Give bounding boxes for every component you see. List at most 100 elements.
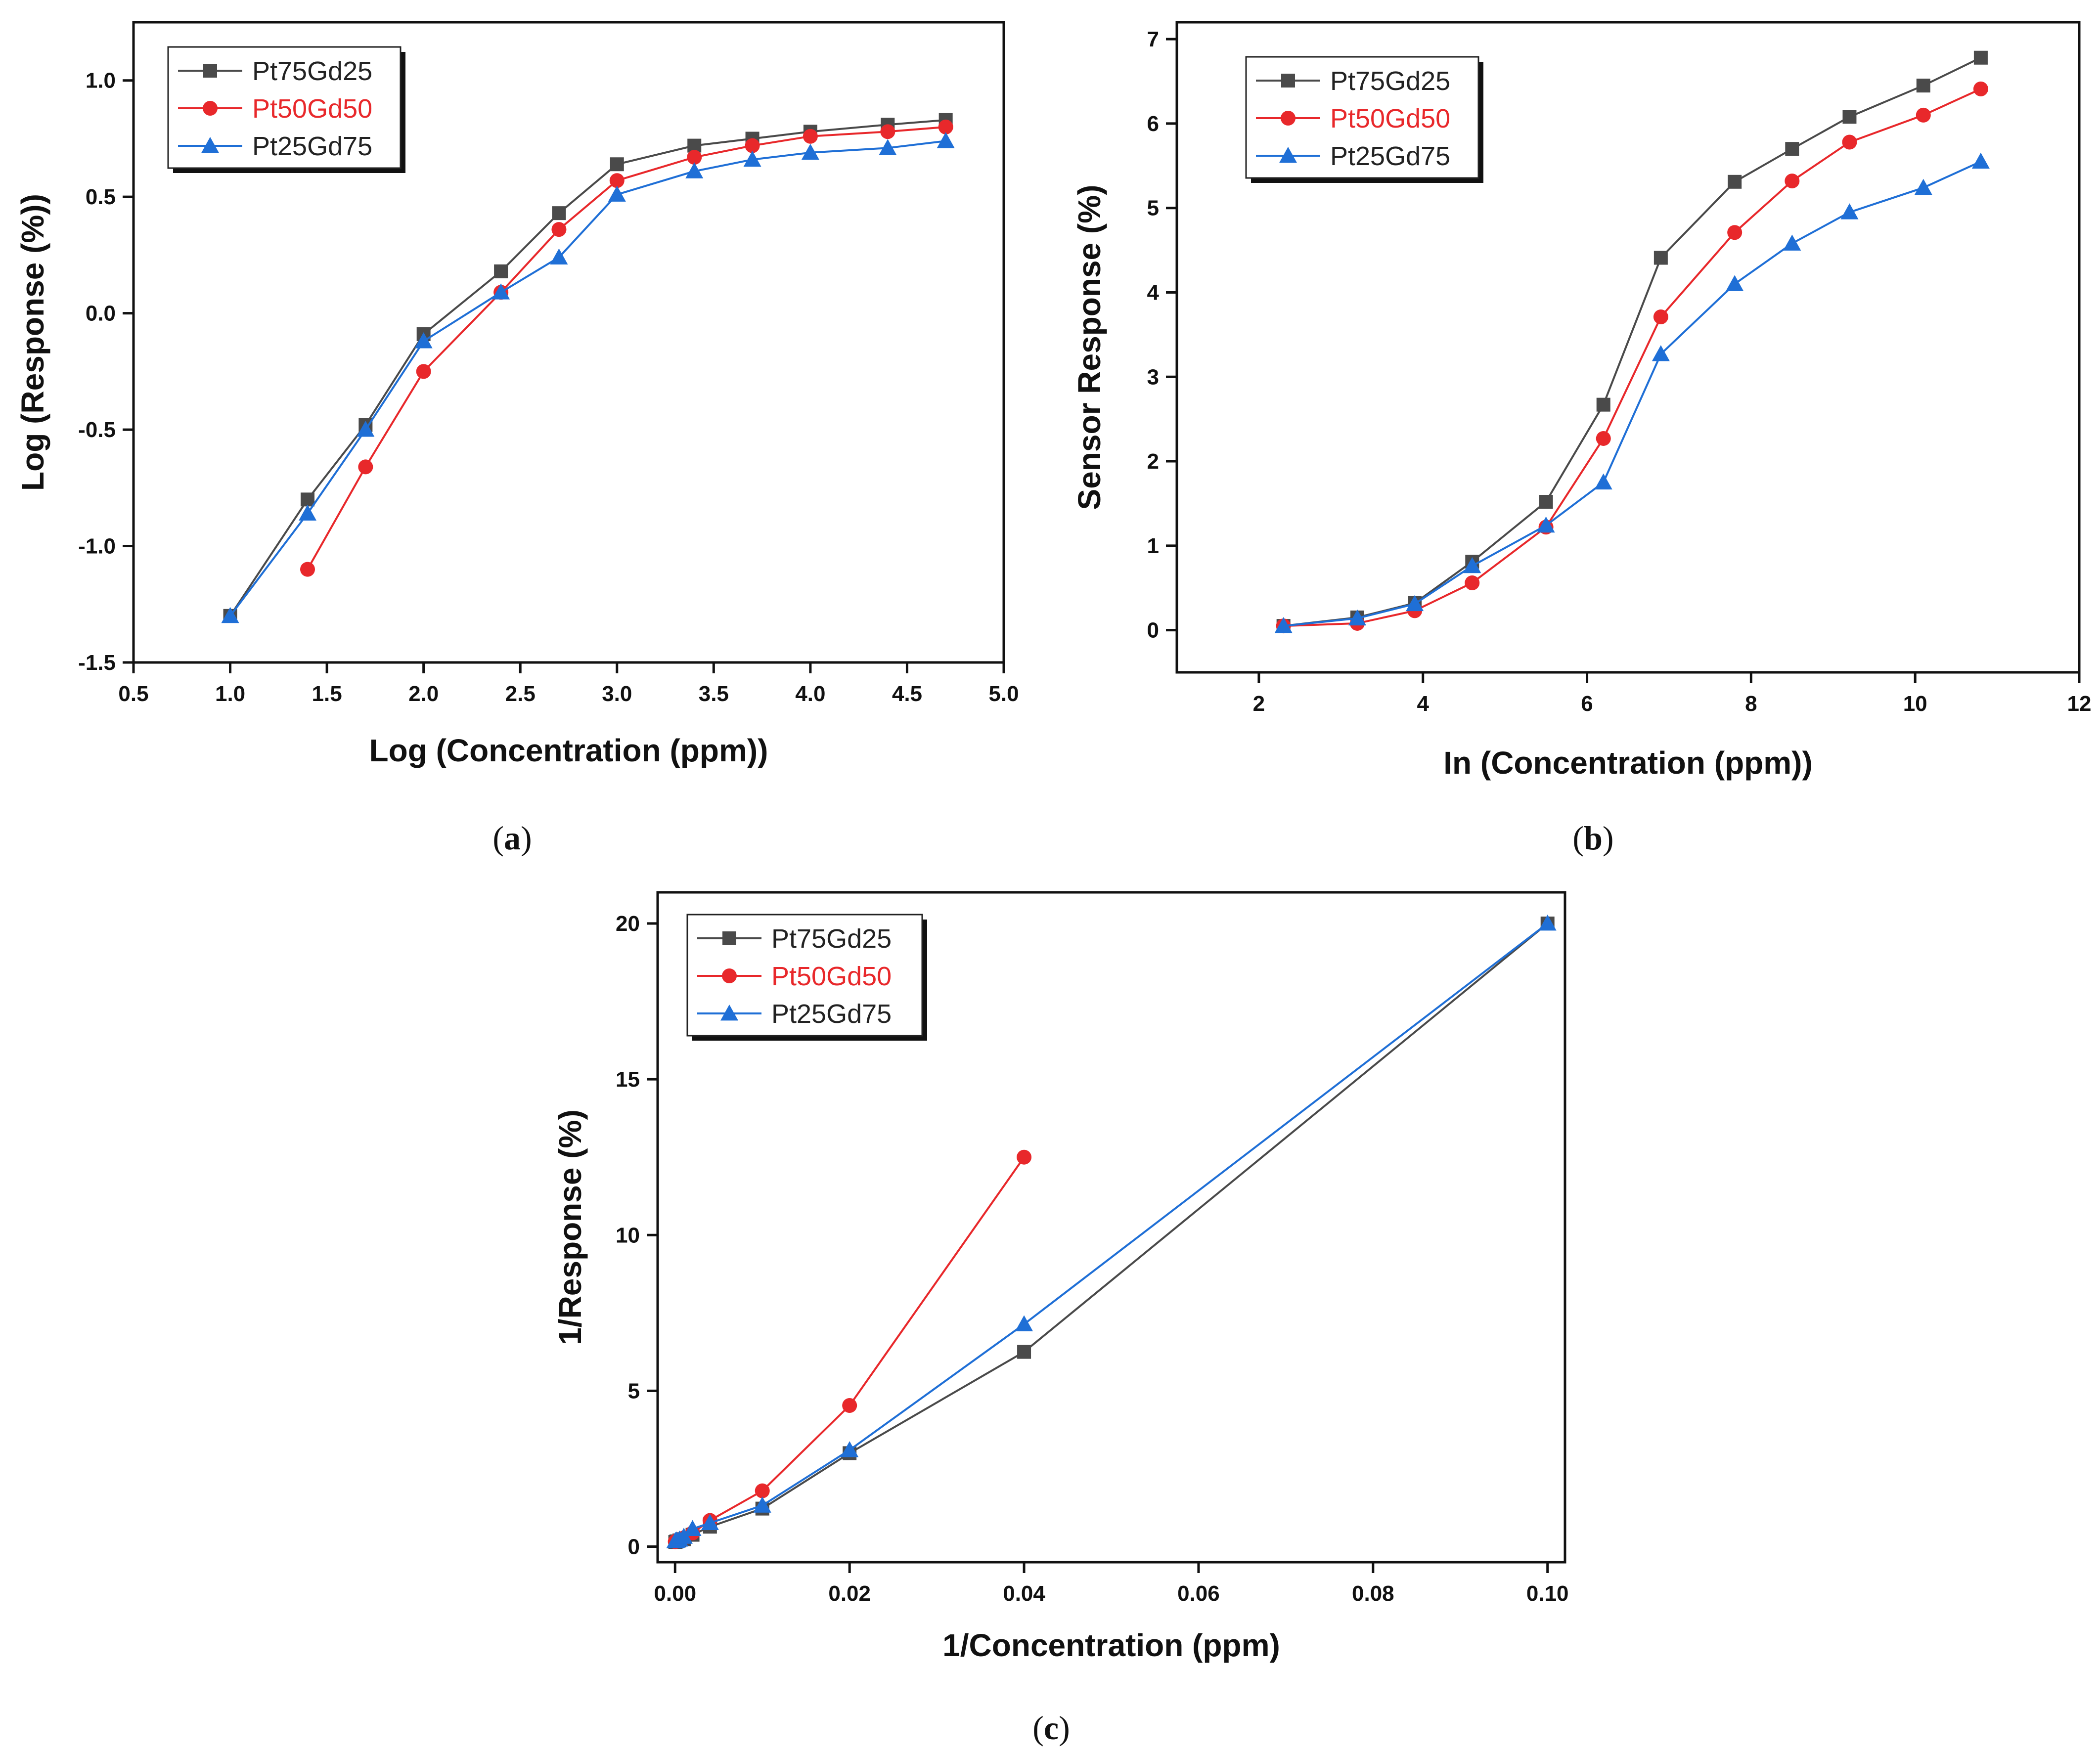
- y-tick-label: 0: [628, 1535, 640, 1559]
- y-tick-label: 5: [628, 1379, 640, 1403]
- plot-frame: [132, 21, 1005, 664]
- data-point: [551, 222, 567, 237]
- x-tick-label: 4: [1417, 692, 1429, 716]
- legend-marker: [201, 137, 219, 153]
- legend-item-Pt75Gd25: Pt75Gd25: [178, 56, 372, 86]
- data-point: [683, 1520, 702, 1536]
- series-Pt25Gd75: [666, 915, 1557, 1548]
- legend-label: Pt50Gd50: [771, 962, 892, 991]
- panel-c-caption-letter: c: [1044, 1709, 1059, 1747]
- x-tick-label: 0.00: [654, 1581, 696, 1606]
- legend-item-Pt50Gd50: Pt50Gd50: [1256, 104, 1450, 133]
- x-tick-label: 1.0: [215, 682, 245, 706]
- legend: Pt75Gd25 Pt50Gd50 Pt25Gd75: [686, 914, 927, 1041]
- data-point: [1728, 175, 1742, 189]
- x-tick-label: 6: [1581, 692, 1593, 716]
- legend-label: Pt75Gd25: [771, 924, 892, 954]
- y-tick-label: 4: [1147, 280, 1160, 305]
- legend: Pt75Gd25 Pt50Gd50 Pt25Gd75: [1245, 56, 1483, 183]
- data-point: [358, 459, 373, 475]
- legend-marker: [1281, 111, 1296, 126]
- y-tick-label: 20: [616, 912, 640, 936]
- y-tick-label: 0: [1147, 618, 1159, 643]
- panel-c-caption: (c): [1032, 1709, 1070, 1747]
- series-Pt50Gd50: [300, 119, 953, 577]
- data-point: [1537, 516, 1555, 533]
- legend-marker: [722, 931, 736, 945]
- data-point: [1463, 557, 1481, 573]
- data-point: [1840, 203, 1859, 219]
- legend-item-Pt25Gd75: Pt25Gd75: [178, 132, 372, 161]
- x-axis-label: In (Concentration (ppm)): [1443, 745, 1813, 781]
- data-point: [1916, 107, 1931, 123]
- y-axis-label: 1/Response (%): [552, 1109, 588, 1345]
- data-point: [1406, 595, 1424, 612]
- legend-item-Pt50Gd50: Pt50Gd50: [178, 94, 372, 124]
- legend-label: Pt25Gd75: [1330, 141, 1450, 171]
- panel-a-caption-letter: a: [504, 819, 521, 857]
- legend-item-Pt50Gd50: Pt50Gd50: [697, 962, 892, 991]
- plot-frame: [656, 891, 1566, 1564]
- x-tick-label: 1.5: [312, 682, 342, 706]
- x-tick-label: 0.02: [828, 1581, 871, 1606]
- y-tick-label: 7: [1147, 27, 1159, 51]
- legend-marker: [720, 1005, 738, 1021]
- data-point: [1594, 473, 1612, 490]
- data-point: [552, 206, 566, 220]
- series-line: [229, 140, 946, 617]
- legend-item-Pt25Gd75: Pt25Gd75: [697, 999, 892, 1029]
- data-point: [414, 332, 433, 349]
- data-point: [755, 1483, 770, 1498]
- x-tick-label: 3.5: [699, 682, 729, 706]
- series-line: [1283, 160, 1981, 627]
- data-point: [357, 421, 375, 437]
- data-point: [1785, 174, 1800, 189]
- data-point: [1785, 142, 1799, 156]
- data-point: [608, 185, 626, 202]
- x-tick-label: 0.10: [1526, 1581, 1569, 1606]
- y-tick-label: 3: [1147, 365, 1159, 389]
- data-point: [1973, 50, 1988, 65]
- y-tick-label: 6: [1147, 112, 1159, 136]
- data-point: [842, 1398, 857, 1413]
- x-tick-label: 3.0: [602, 682, 632, 706]
- y-tick-label: -1.5: [78, 651, 116, 675]
- x-tick-label: 2.5: [505, 682, 536, 706]
- x-tick-label: 8: [1745, 692, 1757, 716]
- data-point: [1653, 251, 1668, 265]
- x-tick-label: 10: [1903, 692, 1927, 716]
- data-point: [1465, 575, 1480, 590]
- data-point: [1842, 134, 1857, 150]
- data-point: [1538, 915, 1557, 931]
- x-tick-label: 2.0: [408, 682, 439, 706]
- x-axis-label: Log (Concentration (ppm)): [369, 733, 768, 768]
- y-tick-label: 0.5: [86, 185, 116, 209]
- legend-label: Pt75Gd25: [252, 56, 372, 86]
- data-point: [937, 132, 955, 148]
- legend-marker: [722, 968, 737, 983]
- data-point: [841, 1441, 859, 1457]
- series-Pt25Gd75: [1274, 152, 1990, 633]
- data-point: [938, 119, 953, 134]
- data-point: [1842, 110, 1857, 124]
- data-point: [300, 562, 315, 577]
- data-point: [1652, 345, 1670, 361]
- legend-item-Pt75Gd25: Pt75Gd25: [1256, 66, 1450, 96]
- data-point: [701, 1514, 719, 1530]
- data-point: [1015, 1315, 1033, 1331]
- data-point: [416, 364, 431, 379]
- series-line: [1283, 88, 1981, 627]
- plot-frame: [1175, 21, 2081, 674]
- data-point: [221, 607, 239, 623]
- data-point: [1596, 431, 1611, 446]
- legend-label: Pt25Gd75: [252, 132, 372, 161]
- data-point: [492, 283, 510, 300]
- legend: Pt75Gd25 Pt50Gd50 Pt25Gd75: [167, 46, 405, 173]
- data-point: [610, 157, 624, 172]
- y-tick-label: 5: [1147, 196, 1159, 220]
- legend-label: Pt50Gd50: [252, 94, 372, 124]
- data-point: [880, 124, 895, 139]
- data-point: [685, 162, 704, 178]
- y-axis-label: Sensor Response (%): [1072, 185, 1107, 510]
